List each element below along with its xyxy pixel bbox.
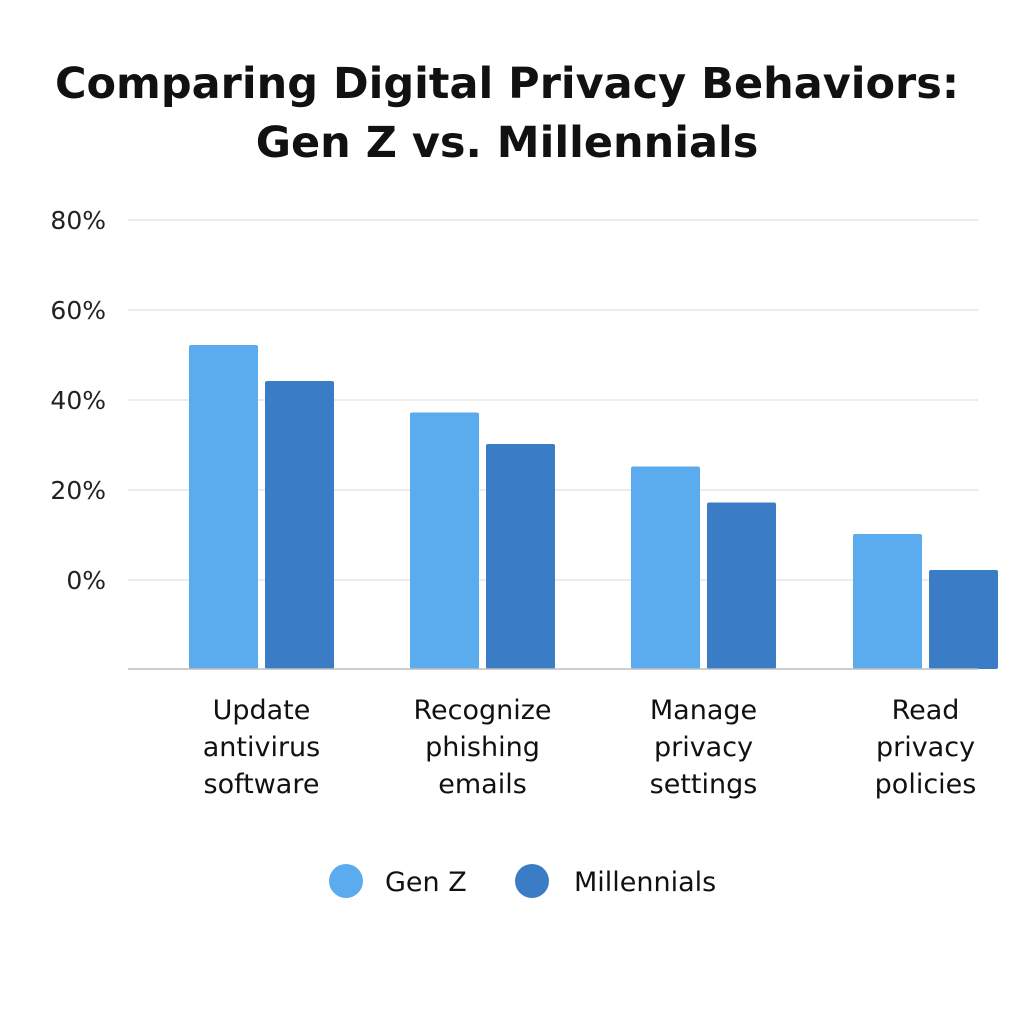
bar-genz [410, 412, 479, 669]
legend-label: Gen Z [385, 867, 467, 898]
x-category-label: Update [213, 695, 311, 726]
x-category-label: software [204, 769, 320, 800]
y-axis-tick-labels: 80% 60% 40% 20% 0% [50, 206, 106, 595]
x-category-label: policies [875, 769, 977, 800]
legend-swatch [515, 864, 549, 898]
legend: Gen Z Millennials [329, 864, 716, 898]
bar-millennials [707, 502, 776, 669]
bar-genz [853, 534, 922, 669]
bar-millennials [929, 570, 998, 669]
category-labels: Update antivirus software Recognize phishing… [203, 695, 977, 800]
x-category-label: settings [650, 769, 758, 800]
bar-genz [631, 466, 700, 669]
y-tick-label: 20% [50, 476, 106, 505]
x-category-label: Read [892, 695, 960, 726]
bar-millennials [265, 381, 334, 669]
x-category-label: Recognize [413, 695, 551, 726]
x-category-label: phishing [425, 732, 540, 763]
x-category-label: privacy [876, 732, 975, 763]
bar-genz [189, 345, 258, 669]
legend-swatch [329, 864, 363, 898]
x-category-label: privacy [654, 732, 753, 763]
chart-title-line-2: Gen Z vs. Millennials [256, 118, 759, 168]
legend-label: Millennials [574, 867, 716, 898]
y-tick-label: 40% [50, 386, 106, 415]
x-category-label: antivirus [203, 732, 321, 763]
bar-millennials [486, 444, 555, 669]
x-category-label: emails [438, 769, 527, 800]
y-tick-label: 60% [50, 296, 106, 325]
y-tick-label: 0% [66, 566, 106, 595]
chart-title-line-1: Comparing Digital Privacy Behaviors: [55, 59, 959, 109]
y-tick-label: 80% [50, 206, 106, 235]
x-category-label: Manage [650, 695, 757, 726]
chart-title: Comparing Digital Privacy Behaviors: Gen… [55, 59, 959, 168]
bars [189, 345, 998, 669]
